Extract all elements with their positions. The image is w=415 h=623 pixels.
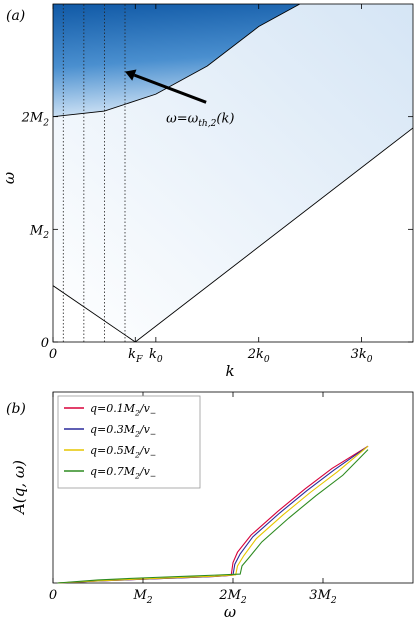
panel-a-frame (52, 3, 414, 343)
annotation-arrow (133, 73, 207, 104)
threshold-curve (53, 4, 301, 118)
a-xtick-label-0: 0 (49, 347, 57, 362)
panel-a-plot-area (53, 4, 413, 342)
a-xtick-label-2: k0 (149, 347, 163, 365)
b-xtick-label-2: 2M2 (218, 588, 247, 606)
threshold-annotation: ω=ωth,2(k) (125, 69, 234, 129)
panel-b-xlabel: ω (224, 603, 236, 621)
a-xtick-label-3: 2k0 (247, 347, 270, 365)
panel-a-ticks: 0 kF k0 2k0 3k0 0 M2 2M2 (21, 4, 413, 365)
annotation-text: ω=ωth,2(k) (166, 111, 234, 129)
panel-a: 0 kF k0 2k0 3k0 0 M2 2M2 (a) k ω ω=ωth,2(k) (0, 3, 414, 380)
lower-left-curve (53, 285, 136, 342)
legend-label-1: q=0.3M2/v− (90, 423, 156, 438)
panel-a-label: (a) (6, 8, 25, 24)
panel-b-label: (b) (6, 401, 26, 417)
lower-right-curve (135, 127, 413, 342)
panel-a-xlabel: k (225, 362, 234, 380)
annotation-arrowhead (125, 69, 137, 81)
b-xtick-label-3: 3M2 (309, 588, 337, 606)
panel-a-ylabel: ω (0, 172, 18, 184)
panel-a-curves (53, 4, 413, 342)
a-ytick-label-0: 0 (41, 336, 49, 351)
legend-label-2: q=0.5M2/v− (90, 444, 156, 459)
legend-box (57, 395, 201, 489)
legend-label-3: q=0.7M2/v− (90, 465, 156, 480)
legend: q=0.1M2/v− q=0.3M2/v− q=0.5M2/v− q=0.7M2/v− (57, 395, 201, 489)
a-xtick-label-1: kF (128, 347, 143, 365)
a-ytick-label-2: 2M2 (21, 111, 50, 129)
upper-continuum-region (53, 4, 300, 117)
b-xtick-label-1: M2 (132, 588, 152, 606)
b-xtick-label-0: 0 (49, 588, 57, 603)
panel-b-ylabel: A(q, ω) (10, 460, 28, 516)
panel-b-ticks: 0 M2 2M2 3M2 (49, 392, 337, 606)
a-xtick-label-4: 3k0 (351, 347, 373, 365)
dotted-lines (62, 4, 126, 342)
series-line-3 (57, 449, 369, 584)
legend-label-0: q=0.1M2/v− (90, 402, 156, 417)
panel-b: 0 M2 2M2 3M2 (b) ω A(q, ω) q=0.1M2/v− q=0.3M… (6, 391, 414, 621)
a-ytick-label-1: M2 (29, 223, 49, 241)
